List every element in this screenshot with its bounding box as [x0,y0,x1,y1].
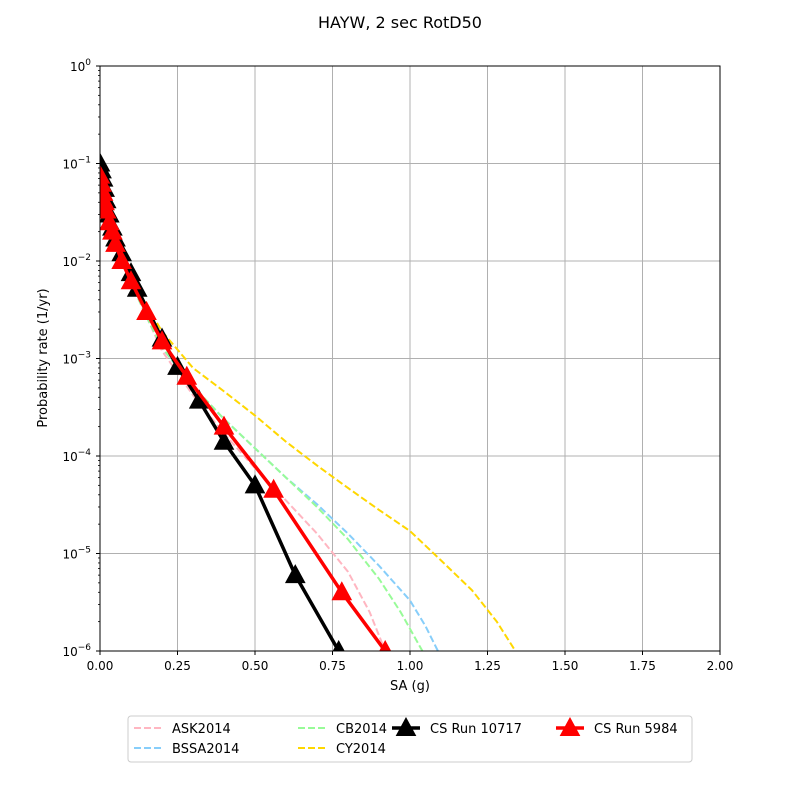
series-cb2014 [100,184,424,651]
data-point-marker [331,581,353,601]
data-point-marker [111,249,133,269]
data-point-marker [284,564,306,584]
series-layer [100,152,517,651]
data-point-marker [379,639,392,651]
data-point-marker [120,270,142,290]
y-tick-base: 10 [70,60,85,74]
y-tick-label: 10−5 [62,546,91,562]
y-tick-base: 10 [62,353,77,367]
legend-item: CB2014 [298,722,387,737]
data-point-marker [263,478,284,498]
series-line [100,163,341,651]
legend-label: CB2014 [336,722,387,737]
legend-item: BSSA2014 [134,742,239,757]
legend-label: ASK2014 [172,722,231,737]
y-tick-label: 10−4 [62,448,91,464]
data-point-marker [244,474,266,494]
x-axis-label: SA (g) [390,679,430,694]
series-line [100,184,439,651]
legend-marker [559,716,581,736]
legend: ASK2014 BSSA2014 CB2014 CY2014 CS Run 10717 C… [127,715,693,763]
x-tick-label: 1.25 [474,659,501,673]
x-tick-label: 0.50 [242,659,269,673]
data-point-marker [136,300,157,320]
legend-label: CS Run 10717 [430,722,522,737]
legend-item: ASK2014 [134,722,231,737]
y-tick-base: 10 [62,548,77,562]
x-tick-label: 0.25 [164,659,191,673]
data-point-marker [213,430,235,450]
y-tick-exponent: −1 [78,156,91,166]
legend-label: CY2014 [336,742,386,757]
x-axis: 0.00 0.25 0.50 0.75 1.00 1.25 1.50 1.75 2.00 [87,651,734,673]
legend-marker [395,716,417,736]
legend-item: CS Run 5984 [556,716,678,737]
y-tick-label: 10−1 [62,156,91,172]
y-tick-exponent: −5 [78,546,91,556]
chart-title: HAYW, 2 sec RotD50 [318,13,482,32]
series-line [100,184,387,651]
y-tick-label: 100 [70,58,91,74]
y-tick-base: 10 [62,450,77,464]
data-point-marker [105,232,126,252]
y-tick-exponent: −6 [78,643,92,653]
data-point-marker [213,415,235,435]
x-tick-label: 2.00 [707,659,734,673]
x-tick-label: 1.75 [629,659,656,673]
legend-label: CS Run 5984 [594,722,678,737]
legend-box [127,715,693,763]
y-axis-label: Probability rate (1/yr) [36,288,51,427]
y-tick-exponent: 0 [85,58,91,68]
series-ask2014 [100,184,387,651]
x-tick-label: 1.00 [397,659,424,673]
series-cs-run-5984 [100,164,392,651]
y-tick-label: 10−2 [62,253,91,269]
grid-lines [99,65,721,652]
series-cy2014 [100,184,517,651]
x-tick-label: 0.00 [87,659,114,673]
legend-label: BSSA2014 [172,742,239,757]
y-tick-base: 10 [62,255,77,269]
y-tick-base: 10 [62,158,77,172]
data-point-marker [176,365,198,385]
series-bssa2014 [100,184,439,651]
y-tick-exponent: −4 [78,448,92,458]
data-point-marker [332,639,345,651]
series-line [100,184,517,651]
legend-item: CY2014 [298,742,386,757]
series-line [100,175,387,651]
y-tick-exponent: −3 [78,351,91,361]
y-tick-label: 10−6 [62,643,91,659]
legend-item: CS Run 10717 [392,716,522,737]
x-tick-label: 0.75 [319,659,346,673]
series-line [100,184,424,651]
series-cs-run-10717 [100,152,345,651]
y-tick-label: 10−3 [62,351,91,367]
y-tick-base: 10 [62,645,77,659]
y-tick-exponent: −2 [78,253,91,263]
x-tick-label: 1.50 [552,659,579,673]
data-point-marker [151,330,173,350]
